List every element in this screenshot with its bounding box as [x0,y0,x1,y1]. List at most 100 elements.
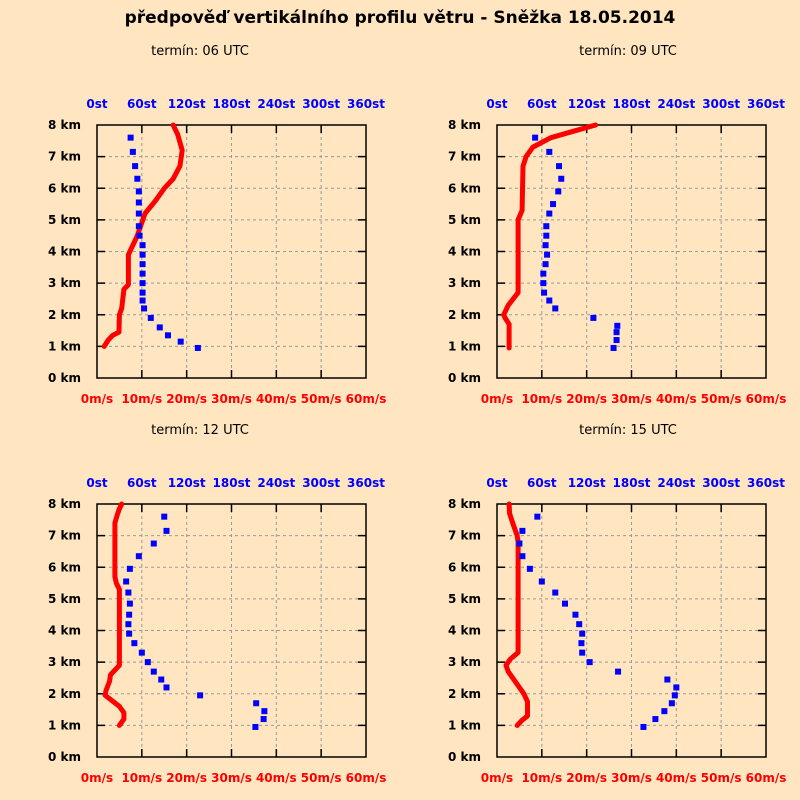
direction-point [252,723,259,730]
direction-point [260,716,267,723]
direction-point [150,540,157,547]
direction-point [673,684,680,691]
y-tick-label: 5 km [48,213,81,227]
y-tick-label: 2 km [48,687,81,701]
y-tick-label: 3 km [48,655,81,669]
direction-tick-label: 60st [127,476,157,490]
y-tick-label: 8 km [448,118,481,132]
speed-tick-label: 40m/s [656,771,697,785]
direction-point [561,600,568,607]
y-tick-label: 2 km [448,687,481,701]
direction-tick-label: 120st [168,97,206,111]
panel-title: termín: 06 UTC [151,44,249,59]
direction-point [572,611,579,618]
direction-point [519,527,526,534]
direction-point [586,659,593,666]
y-tick-label: 6 km [48,560,81,574]
direction-point [197,692,204,699]
panel-1: termín: 06 UTC 0 km 1 km 2 km 3 km 4 km 5 km 6 … [48,44,386,406]
direction-point [134,175,141,182]
direction-tick-label: 300st [702,476,740,490]
plot-frame [96,124,367,379]
direction-point [543,232,550,239]
direction-tick-label: 240st [657,476,695,490]
direction-tick-label: 180st [613,97,651,111]
y-tick-label: 0 km [48,371,81,385]
direction-point [135,223,142,230]
plot-frame [496,124,767,379]
direction-point [543,223,550,230]
speed-tick-label: 30m/s [211,392,252,406]
y-tick-label: 3 km [448,276,481,290]
y-tick-label: 4 km [448,245,481,259]
panel-4: termín: 15 UTC 0 km 1 km 2 km 3 km 4 km 5 km 6 … [448,423,786,785]
direction-point [161,513,168,520]
direction-point [526,565,533,572]
direction-tick-label: 60st [527,97,557,111]
direction-point [158,676,165,683]
direction-point [542,261,549,268]
speed-tick-label: 20m/s [166,771,207,785]
y-tick-label: 5 km [48,592,81,606]
speed-line [102,501,127,728]
direction-tick-label: 0st [486,97,507,111]
speed-tick-label: 60m/s [346,771,387,785]
y-tick-label: 7 km [48,529,81,543]
y-tick-label: 2 km [448,308,481,322]
direction-point [125,621,132,628]
direction-point [610,344,617,351]
y-tick-label: 0 km [48,750,81,764]
direction-point [519,553,526,560]
direction-point [532,134,539,141]
panel-title: termín: 15 UTC [579,423,677,438]
direction-tick-label: 0st [86,97,107,111]
direction-point [538,578,545,585]
direction-tick-label: 0st [86,476,107,490]
direction-point [126,630,133,637]
panel-title: termín: 12 UTC [151,423,249,438]
direction-point [123,578,130,585]
speed-tick-label: 10m/s [521,392,562,406]
speed-tick-label: 30m/s [611,392,652,406]
direction-tick-label: 180st [613,476,651,490]
direction-point [126,565,133,572]
direction-point [578,640,585,647]
speed-tick-label: 20m/s [566,392,607,406]
y-tick-label: 8 km [448,497,481,511]
direction-tick-label: 60st [527,476,557,490]
speed-tick-label: 50m/s [701,392,742,406]
direction-point [136,232,143,239]
speed-tick-label: 40m/s [256,771,297,785]
direction-point [135,199,142,206]
direction-point [126,611,133,618]
direction-point [546,297,553,304]
direction-point [552,589,559,596]
direction-tick-label: 360st [347,476,385,490]
direction-point [177,338,184,345]
direction-point [579,649,586,656]
direction-tick-label: 300st [702,97,740,111]
direction-point [613,329,620,336]
speed-tick-label: 0m/s [81,771,113,785]
speed-tick-label: 40m/s [656,392,697,406]
direction-point [164,332,171,339]
direction-point [640,723,647,730]
direction-point [540,270,547,277]
direction-tick-label: 240st [257,476,295,490]
direction-point [163,684,170,691]
direction-point [139,251,146,258]
direction-tick-label: 120st [568,97,606,111]
y-tick-label: 8 km [48,118,81,132]
y-tick-label: 5 km [448,592,481,606]
y-tick-label: 3 km [448,655,481,669]
y-tick-label: 4 km [48,245,81,259]
direction-tick-label: 0st [486,476,507,490]
direction-point [261,708,268,715]
speed-line [503,501,530,728]
speed-tick-label: 60m/s [746,392,787,406]
direction-point [135,188,142,195]
direction-point [132,163,139,170]
y-tick-label: 3 km [48,276,81,290]
y-tick-label: 2 km [48,308,81,322]
